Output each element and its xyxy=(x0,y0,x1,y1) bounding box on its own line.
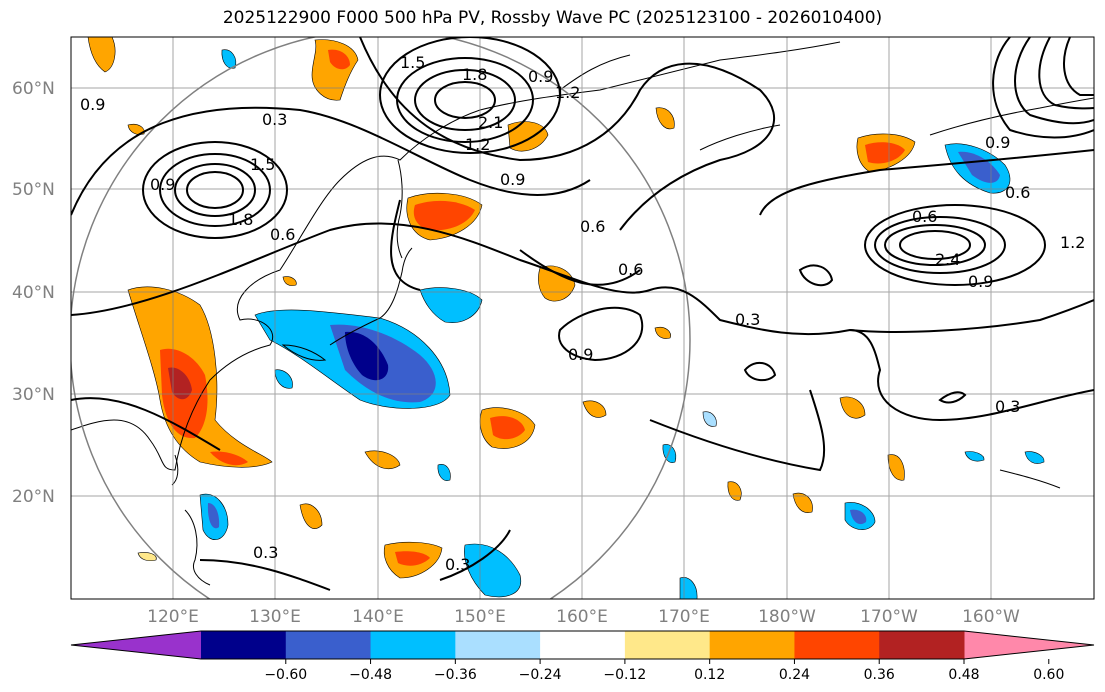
contour-label: 1.8 xyxy=(462,65,487,84)
lon-label: 170°W xyxy=(860,607,918,627)
gridlines xyxy=(71,37,1094,599)
colorbar-extension-high xyxy=(964,631,1094,659)
lon-label: 170°E xyxy=(658,607,710,627)
contour-label: 0.3 xyxy=(445,555,470,574)
colorbar-tick-label: −0.60 xyxy=(264,667,307,683)
lon-label: 150°E xyxy=(454,607,506,627)
colorbar-tick-label: 0.60 xyxy=(1033,667,1064,683)
contour-label: 0.6 xyxy=(270,225,295,244)
contour-label: 0.9 xyxy=(150,175,175,194)
figure-title: 2025122900 F000 500 hPa PV, Rossby Wave … xyxy=(222,8,883,28)
colorbar-extension-low xyxy=(71,631,201,659)
colorbar-segment xyxy=(879,631,965,659)
lon-label: 130°E xyxy=(249,607,301,627)
lat-label: 40°N xyxy=(12,283,55,303)
contour-label: 0.3 xyxy=(995,397,1020,416)
contour-label: 1.2 xyxy=(465,135,490,154)
contour-label: 0.6 xyxy=(1005,183,1030,202)
contour-label: 1.5 xyxy=(250,155,275,174)
colorbar-segment xyxy=(201,631,287,659)
contour-label: 1.8 xyxy=(228,210,253,229)
contour-label: 0.9 xyxy=(568,345,593,364)
colorbar-outline xyxy=(70,630,1095,660)
map-panel: 0.3 0.9 0.6 1.5 1.8 1.5 1.8 2.1 1.2 0.9 … xyxy=(71,37,1094,599)
contour-label: 0.6 xyxy=(618,260,643,279)
coastlines xyxy=(71,41,1094,586)
reference-circle xyxy=(71,37,691,599)
contour-label: 0.3 xyxy=(253,543,278,562)
lat-label: 30°N xyxy=(12,385,55,405)
longitude-labels: 120°E 130°E 140°E 150°E 160°E 170°E 180°… xyxy=(147,607,1020,627)
colorbar-segment xyxy=(455,631,541,659)
colorbar-tick-label: −0.48 xyxy=(349,667,392,683)
contour-label: 0.9 xyxy=(528,67,553,86)
latitude-labels: 60°N 50°N 40°N 30°N 20°N xyxy=(12,79,55,507)
lon-label: 140°E xyxy=(352,607,404,627)
colorbar-tick-label: 0.48 xyxy=(948,667,979,683)
colorbar-tick-label: 0.12 xyxy=(694,667,725,683)
contour-label: 1.2 xyxy=(555,83,580,102)
colorbar-tick-label: −0.12 xyxy=(603,667,646,683)
colorbar-tick-label: −0.36 xyxy=(434,667,477,683)
contour-label: 1.2 xyxy=(1060,233,1085,252)
contour-label: 0.9 xyxy=(968,272,993,291)
pv-contours xyxy=(71,37,1094,591)
colorbar: −0.60 −0.48 −0.36 −0.24 −0.12 0.12 0.24 0.36 0.4… xyxy=(70,630,1095,683)
colorbar-tick-label: −0.24 xyxy=(519,667,562,683)
lon-label: 160°E xyxy=(556,607,608,627)
contour-label: 2.4 xyxy=(935,250,960,269)
colorbar-segment xyxy=(540,631,626,659)
contour-label: 0.9 xyxy=(80,95,105,114)
contour-label: 0.3 xyxy=(262,110,287,129)
contour-label: 1.5 xyxy=(400,53,425,72)
colorbar-tick-label: 0.36 xyxy=(864,667,895,683)
colorbar-segment xyxy=(709,631,795,659)
contour-label: 0.6 xyxy=(580,217,605,236)
contour-label: 0.9 xyxy=(985,133,1010,152)
contour-label: 0.3 xyxy=(735,310,760,329)
shaded-anomalies xyxy=(87,37,1045,599)
colorbar-segment xyxy=(794,631,880,659)
contour-label: 0.9 xyxy=(500,170,525,189)
contour-label: 0.6 xyxy=(912,207,937,226)
lat-label: 60°N xyxy=(12,79,55,99)
lat-label: 20°N xyxy=(12,487,55,507)
colorbar-segment xyxy=(624,631,711,659)
lon-label: 120°E xyxy=(147,607,199,627)
lat-label: 50°N xyxy=(12,180,55,200)
contour-label: 2.1 xyxy=(478,113,503,132)
colorbar-segment xyxy=(285,631,372,659)
map-frame xyxy=(70,36,1095,600)
colorbar-tick-label: 0.24 xyxy=(779,667,810,683)
contour-labels: 0.3 0.9 0.6 1.5 1.8 1.5 1.8 2.1 1.2 0.9 … xyxy=(80,53,1085,574)
colorbar-segment xyxy=(370,631,456,659)
lon-label: 160°W xyxy=(962,607,1020,627)
lon-label: 180°W xyxy=(758,607,816,627)
